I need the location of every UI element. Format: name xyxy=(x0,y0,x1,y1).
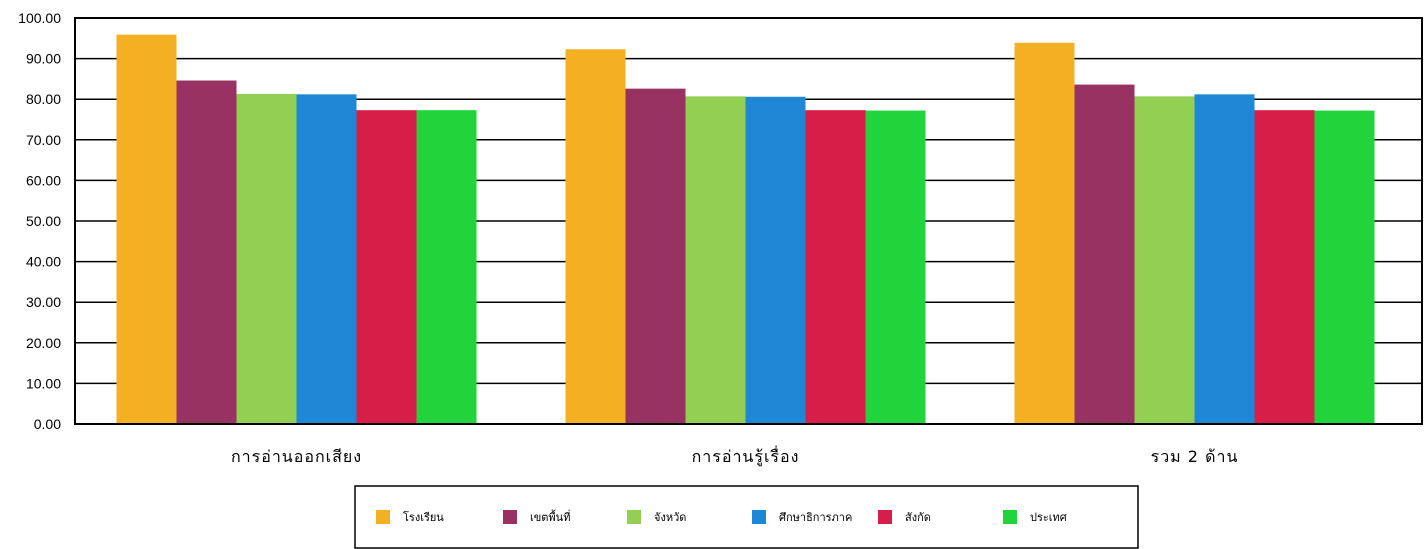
y-tick-label: 80.00 xyxy=(26,91,61,107)
legend-swatch xyxy=(752,510,766,524)
bar xyxy=(1314,110,1375,425)
y-axis-tick-labels: 0.00 10.00 20.00 30.00 40.00 50.00 60.00 70.00 8… xyxy=(18,10,61,432)
legend-swatch xyxy=(627,510,641,524)
bar xyxy=(1254,110,1315,425)
legend: โรงเรียน เขตพื้นที่ จังหวัด ศึกษาธิการภาค สั… xyxy=(354,485,1139,549)
bar xyxy=(296,94,357,424)
y-tick-label: 0.00 xyxy=(34,416,61,432)
y-tick-label: 10.00 xyxy=(26,375,61,391)
bar xyxy=(805,110,866,425)
bar xyxy=(1134,96,1195,424)
bar xyxy=(236,93,297,424)
bar xyxy=(865,110,926,425)
bar xyxy=(1074,84,1135,425)
bars xyxy=(116,34,1375,425)
y-tick-label: 20.00 xyxy=(26,335,61,351)
legend-swatch xyxy=(1003,510,1017,524)
legend-swatch xyxy=(878,510,892,524)
bar xyxy=(176,80,237,425)
bar xyxy=(565,49,626,425)
legend-swatch xyxy=(376,510,390,524)
bar xyxy=(625,88,686,425)
bar xyxy=(116,34,177,425)
x-category-label: การอ่านรู้เรื่อง xyxy=(692,445,800,467)
y-tick-label: 40.00 xyxy=(26,254,61,270)
bar xyxy=(1014,42,1075,425)
bar xyxy=(685,96,746,424)
y-tick-label: 90.00 xyxy=(26,51,61,67)
legend-swatch xyxy=(503,510,517,524)
bar xyxy=(745,96,806,424)
legend-box xyxy=(354,485,1139,549)
y-tick-label: 60.00 xyxy=(26,172,61,188)
y-tick-label: 30.00 xyxy=(26,294,61,310)
bar xyxy=(416,110,477,425)
bar xyxy=(356,110,417,425)
legend-label: ศึกษาธิการภาค xyxy=(779,511,852,524)
legend-label: สังกัด xyxy=(905,511,931,524)
legend-label: เขตพื้นที่ xyxy=(530,509,570,524)
legend-label: ประเทศ xyxy=(1030,511,1067,524)
x-category-label: การอ่านออกเสียง xyxy=(231,447,362,466)
legend-label: จังหวัด xyxy=(654,511,686,524)
y-tick-label: 100.00 xyxy=(18,10,61,26)
legend-label: โรงเรียน xyxy=(403,510,444,524)
x-axis-category-labels: การอ่านออกเสียง การอ่านรู้เรื่อง รวม 2 ด้า… xyxy=(231,445,1239,467)
plot-area-border xyxy=(74,17,1423,425)
y-tick-label: 50.00 xyxy=(26,213,61,229)
bar xyxy=(1194,94,1255,424)
x-category-label: รวม 2 ด้าน xyxy=(1151,447,1239,466)
y-tick-label: 70.00 xyxy=(26,132,61,148)
